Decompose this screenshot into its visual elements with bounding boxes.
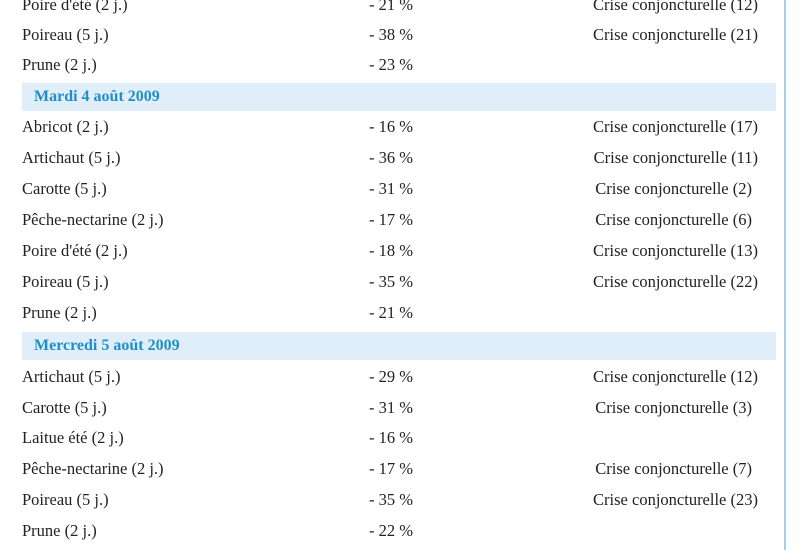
table-row: Prune (2 j.) - 22 % bbox=[0, 515, 780, 546]
price-change: - 38 % bbox=[369, 25, 413, 44]
date-heading-label: Mardi 4 août 2009 bbox=[34, 88, 160, 105]
price-change: - 17 % bbox=[369, 459, 413, 478]
table-row: Poireau (5 j.) - 35 % Crise conjoncturel… bbox=[0, 266, 780, 297]
table-row: Artichaut (5 j.) - 36 % Crise conjonctur… bbox=[0, 142, 780, 173]
status-label: Crise conjoncturelle (17) bbox=[593, 117, 758, 136]
table-row: Abricot (2 j.) - 16 % Crise conjoncturel… bbox=[0, 111, 780, 142]
product-name: Carotte (5 j.) bbox=[22, 398, 107, 417]
product-name: Pêche-nectarine (2 j.) bbox=[22, 459, 164, 478]
price-change: - 35 % bbox=[369, 272, 413, 291]
product-name: Poire d'été (2 j.) bbox=[22, 241, 128, 260]
status-label: Crise conjoncturelle (11) bbox=[593, 148, 758, 167]
table-row: Prune (2 j.) - 21 % bbox=[0, 297, 780, 328]
product-name: Poireau (5 j.) bbox=[22, 490, 109, 509]
table-row: Pêche-nectarine (2 j.) - 17 % Crise conj… bbox=[0, 453, 780, 484]
status-label: Crise conjoncturelle (2) bbox=[595, 179, 752, 198]
product-name: Laitue été (2 j.) bbox=[22, 428, 124, 447]
table-row: Poire d'été (2 j.) - 18 % Crise conjonct… bbox=[0, 235, 780, 266]
status-label: Crise conjoncturelle (23) bbox=[593, 490, 758, 509]
table-row: Laitue été (2 j.) - 16 % bbox=[0, 422, 780, 453]
product-name: Pêche-nectarine (2 j.) bbox=[22, 210, 164, 229]
product-name: Artichaut (5 j.) bbox=[22, 148, 121, 167]
table-row: Poireau (5 j.) - 35 % Crise conjoncturel… bbox=[0, 484, 780, 515]
product-name: Abricot (2 j.) bbox=[22, 117, 109, 136]
status-label: Crise conjoncturelle (21) bbox=[593, 25, 758, 44]
product-name: Prune (2 j.) bbox=[22, 303, 97, 322]
price-change: - 36 % bbox=[369, 148, 413, 167]
price-change: - 29 % bbox=[369, 367, 413, 386]
product-name: Prune (2 j.) bbox=[22, 521, 97, 540]
price-change: - 17 % bbox=[369, 210, 413, 229]
price-change: - 23 % bbox=[369, 55, 413, 74]
table-row: Artichaut (5 j.) - 29 % Crise conjonctur… bbox=[0, 361, 780, 392]
price-change: - 18 % bbox=[369, 241, 413, 260]
price-change: - 21 % bbox=[369, 0, 413, 14]
date-heading-label: Mercredi 5 août 2009 bbox=[34, 337, 180, 354]
product-name: Carotte (5 j.) bbox=[22, 179, 107, 198]
table-row: Prune (2 j.) - 23 % bbox=[0, 49, 780, 80]
product-name: Poireau (5 j.) bbox=[22, 25, 109, 44]
table-row: Poireau (5 j.) - 38 % Crise conjoncturel… bbox=[0, 19, 780, 50]
price-change: - 22 % bbox=[369, 521, 413, 540]
table-row: Carotte (5 j.) - 31 % Crise conjoncturel… bbox=[0, 392, 780, 423]
table-row: Poire d'été (2 j.) - 21 % Crise conjonct… bbox=[0, 0, 780, 20]
product-name: Prune (2 j.) bbox=[22, 55, 97, 74]
status-label: Crise conjoncturelle (12) bbox=[593, 367, 758, 386]
price-change: - 31 % bbox=[369, 179, 413, 198]
price-change: - 21 % bbox=[369, 303, 413, 322]
product-name: Poire d'été (2 j.) bbox=[22, 0, 128, 14]
product-name: Poireau (5 j.) bbox=[22, 272, 109, 291]
status-label: Crise conjoncturelle (7) bbox=[595, 459, 752, 478]
status-label: Crise conjoncturelle (12) bbox=[593, 0, 758, 14]
table-row: Pêche-nectarine (2 j.) - 17 % Crise conj… bbox=[0, 204, 780, 235]
price-change: - 31 % bbox=[369, 398, 413, 417]
date-heading: Mercredi 5 août 2009 bbox=[22, 332, 776, 360]
table-row: Carotte (5 j.) - 31 % Crise conjoncturel… bbox=[0, 173, 780, 204]
status-label: Crise conjoncturelle (3) bbox=[595, 398, 752, 417]
status-label: Crise conjoncturelle (6) bbox=[595, 210, 752, 229]
date-heading: Mardi 4 août 2009 bbox=[22, 83, 776, 111]
status-label: Crise conjoncturelle (22) bbox=[593, 272, 758, 291]
price-change: - 35 % bbox=[369, 490, 413, 509]
price-change: - 16 % bbox=[369, 428, 413, 447]
product-name: Artichaut (5 j.) bbox=[22, 367, 121, 386]
price-change: - 16 % bbox=[369, 117, 413, 136]
status-label: Crise conjoncturelle (13) bbox=[593, 241, 758, 260]
